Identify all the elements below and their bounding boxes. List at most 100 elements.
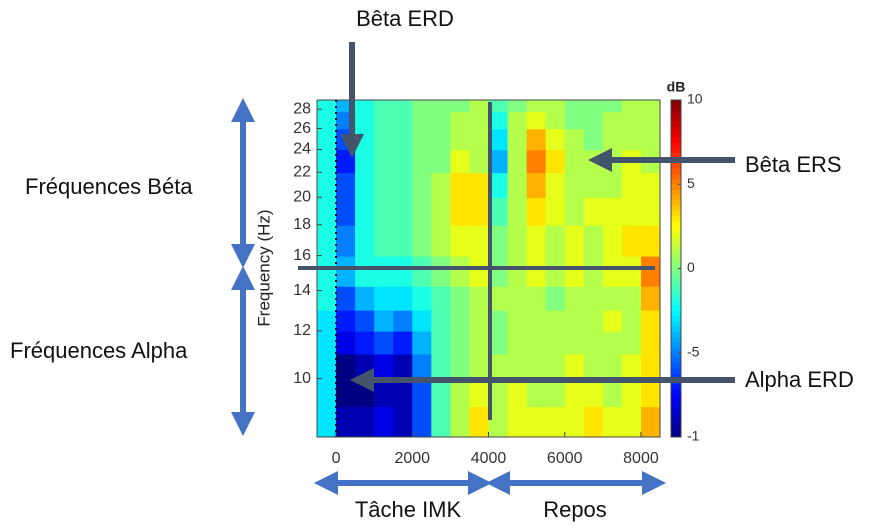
heatmap-cell (583, 128, 604, 151)
heatmap-cell (545, 378, 566, 408)
heatmap-cell (412, 128, 432, 151)
colorbar-swatch (671, 200, 681, 206)
heatmap-cell (564, 172, 585, 199)
y-tick-label: 10 (293, 370, 311, 387)
colorbar-swatch (671, 373, 681, 380)
colorbar-tick-label: 0 (687, 259, 695, 275)
colorbar-swatch (671, 400, 681, 406)
heatmap-cell (412, 310, 432, 332)
heatmap-cell (412, 331, 432, 355)
heatmap-cell (431, 100, 451, 113)
heatmap-cell (507, 406, 528, 438)
heatmap-cell (469, 256, 489, 287)
heatmap-cell (431, 225, 451, 257)
heatmap-cell (545, 256, 566, 287)
heatmap-cell (526, 128, 547, 151)
heatmap-cell (450, 100, 470, 113)
colorbar-swatch (671, 358, 681, 364)
heatmap-cell (488, 378, 509, 408)
heatmap-cell (602, 353, 623, 380)
colorbar-swatch (671, 247, 681, 254)
heatmap-cell (621, 256, 642, 287)
colorbar-swatch (671, 115, 681, 122)
heatmap-cell (374, 310, 394, 332)
heatmap-cell (450, 256, 470, 287)
heatmap-cell (431, 172, 451, 199)
heatmap-cell (412, 378, 432, 408)
heatmap-cell (355, 111, 375, 130)
heatmap-cell (545, 353, 566, 380)
heatmap-cell (640, 406, 661, 438)
heatmap-cell (317, 172, 337, 199)
heatmap-cell (564, 353, 585, 380)
colorbar-swatch (671, 210, 681, 217)
heatmap-cell (469, 225, 489, 257)
annotation: Alpha ERD (745, 367, 854, 392)
heatmap-cell (564, 100, 585, 113)
heatmap-cell (545, 128, 566, 151)
heatmap-cell (583, 353, 604, 380)
heatmap-cell (450, 406, 470, 438)
heatmap-cell (621, 331, 642, 355)
colorbar-swatch (671, 105, 681, 112)
y-tick-label: 18 (293, 216, 311, 233)
heatmap-cell (469, 100, 489, 113)
heatmap-cell (469, 128, 489, 151)
colorbar-swatch (671, 121, 681, 127)
heatmap-cell (336, 378, 356, 408)
heatmap-cell (526, 225, 547, 257)
colorbar-swatch (671, 100, 681, 106)
heatmap-cell (488, 225, 509, 257)
colorbar-swatch (671, 331, 681, 338)
heatmap-cell (583, 378, 604, 408)
heatmap-cell (526, 378, 547, 408)
x-tick-label: 4000 (471, 450, 507, 467)
colorbar-tick-label: -5 (687, 343, 700, 359)
colorbar-swatch (671, 405, 681, 412)
heatmap-cell (507, 225, 528, 257)
overlay: 0 2000 4000 6000 8000 10 12 14 16 18 20 22 24 26 28 10 5… (293, 91, 703, 468)
heatmap-cell (374, 100, 394, 113)
heatmap-cell (393, 100, 413, 113)
colorbar-swatch (671, 326, 681, 333)
heatmap-cell (545, 172, 566, 199)
heatmap-cell (526, 197, 547, 226)
colorbar-swatch (671, 142, 681, 148)
heatmap-cell (317, 378, 337, 408)
heatmap-cell (450, 378, 470, 408)
heatmap-cell (564, 256, 585, 287)
heatmap-cell (336, 149, 356, 174)
heatmap-cell (507, 310, 528, 332)
heatmap-cell (545, 149, 566, 174)
heatmap-cell (526, 331, 547, 355)
y-tick-label: 12 (293, 322, 311, 339)
heatmap-cell (545, 225, 566, 257)
annotation: Bêta ERS (745, 152, 842, 177)
heatmap-cell (374, 256, 394, 287)
annotation: Tâche IMK (355, 497, 462, 522)
heatmap-cell (488, 353, 509, 380)
colorbar-swatch (671, 363, 681, 370)
heatmap-cell (621, 353, 642, 380)
heatmap-cell (317, 100, 337, 113)
colorbar-label: dB (667, 79, 686, 95)
heatmap-cell (374, 128, 394, 151)
y-tick-label: 16 (293, 247, 311, 264)
heatmap-cell (431, 353, 451, 380)
y-axis-label: Frequency (Hz) (254, 209, 273, 326)
heatmap-cell (583, 111, 604, 130)
colorbar-swatch (671, 136, 681, 143)
heatmap-cell (507, 378, 528, 408)
colorbar-swatch (671, 273, 681, 280)
heatmap (317, 100, 661, 438)
heatmap-cell (469, 197, 489, 226)
heatmap-cell (564, 310, 585, 332)
colorbar-swatch (671, 263, 681, 269)
heatmap-cell (412, 225, 432, 257)
heatmap-cell (355, 100, 375, 113)
heatmap-cell (431, 331, 451, 355)
heatmap-cell (583, 225, 604, 257)
heatmap-cell (640, 353, 661, 380)
heatmap-cell (469, 310, 489, 332)
heatmap-cell (507, 331, 528, 355)
